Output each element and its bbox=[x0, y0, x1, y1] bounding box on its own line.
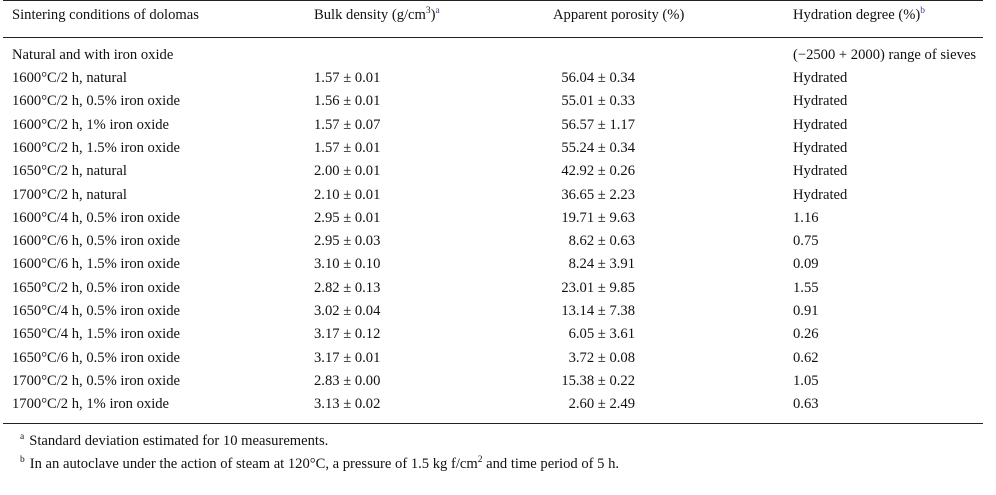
condition-cell: 1700°C/2 h, 1% iron oxide bbox=[12, 396, 170, 413]
hydration-cell: 0.75 bbox=[793, 233, 819, 250]
table-top-rule bbox=[3, 0, 983, 1]
porosity-cell: 56.04 ± 0.34 bbox=[561, 70, 635, 86]
condition-cell: 1650°C/4 h, 0.5% iron oxide bbox=[12, 303, 180, 319]
density-cell: 1.57 ± 0.01 bbox=[314, 70, 381, 86]
footnote-a: a Standard deviation estimated for 10 mea… bbox=[20, 432, 329, 449]
group-hydration-note: (−2500 + 2000) range of sieves bbox=[793, 47, 977, 63]
density-cell: 2.95 ± 0.01 bbox=[314, 209, 381, 226]
porosity-cell: 56.57 ± 1.17 bbox=[561, 116, 635, 133]
table-row: 1600°C/2 h, 1% iron oxide 1.57 ± 0.07 56.5… bbox=[0, 114, 996, 136]
density-cell: 2.00 ± 0.01 bbox=[314, 163, 381, 180]
hydration-cell: Hydrated bbox=[793, 186, 848, 203]
table-row: 1650°C/2 h, 0.5% iron oxide 2.82 ± 0.13 23… bbox=[0, 277, 996, 299]
footnote-b: b In an autoclave under the action of ste… bbox=[20, 455, 620, 472]
group-row: Natural and with iron oxide (−2500 + 200… bbox=[0, 44, 996, 66]
hydration-cell: 1.16 bbox=[793, 209, 819, 226]
density-cell: 1.57 ± 0.01 bbox=[314, 139, 381, 156]
condition-cell: 1600°C/6 h, 1.5% iron oxide bbox=[12, 256, 180, 273]
porosity-cell: 55.24 ± 0.34 bbox=[561, 139, 635, 156]
porosity-cell: 42.92 ± 0.26 bbox=[561, 163, 635, 180]
header-bulk-density: Bulk density (g/cm3)a bbox=[314, 6, 440, 23]
header-hydration-degree: Hydration degree (%)b bbox=[793, 6, 925, 23]
porosity-cell: 6.05 ± 3.61 bbox=[568, 326, 635, 343]
table-row: 1700°C/2 h, 1% iron oxide 3.13 ± 0.02 2.60… bbox=[0, 393, 996, 415]
table-header-rule bbox=[3, 37, 983, 38]
table-row: 1650°C/2 h, natural 2.00 ± 0.01 42.92 ± 0.… bbox=[0, 160, 996, 182]
table-row: 1600°C/2 h, 0.5% iron oxide 1.56 ± 0.01 55… bbox=[0, 90, 996, 112]
density-cell: 1.56 ± 0.01 bbox=[314, 93, 381, 110]
condition-cell: 1650°C/2 h, natural bbox=[12, 163, 127, 180]
density-cell: 3.13 ± 0.02 bbox=[314, 396, 381, 413]
porosity-cell: 2.60 ± 2.49 bbox=[568, 396, 635, 413]
condition-cell: 1600°C/2 h, 1% iron oxide bbox=[12, 116, 170, 133]
condition-cell: 1650°C/6 h, 0.5% iron oxide bbox=[12, 349, 180, 366]
table-row: 1700°C/2 h, 0.5% iron oxide 2.83 ± 0.00 15… bbox=[0, 370, 996, 392]
table-row: 1650°C/4 h, 1.5% iron oxide 3.17 ± 0.12 6.… bbox=[0, 323, 996, 345]
condition-cell: 1600°C/2 h, 0.5% iron oxide bbox=[12, 93, 180, 110]
hydration-cell: 0.63 bbox=[793, 396, 819, 413]
density-cell: 3.17 ± 0.12 bbox=[314, 326, 381, 343]
density-cell: 2.83 ± 0.00 bbox=[314, 372, 381, 389]
table-row: 1650°C/4 h, 0.5% iron oxide 3.02 ± 0.04 13… bbox=[0, 300, 996, 322]
porosity-cell: 3.72 ± 0.08 bbox=[568, 349, 635, 366]
density-cell: 2.82 ± 0.13 bbox=[314, 279, 381, 296]
condition-cell: 1650°C/4 h, 1.5% iron oxide bbox=[12, 326, 180, 343]
group-label: Natural and with iron oxide bbox=[12, 47, 174, 63]
porosity-cell: 19.71 ± 9.63 bbox=[561, 209, 635, 226]
footnote-mark-b: b bbox=[920, 6, 925, 16]
table-row: 1650°C/6 h, 0.5% iron oxide 3.17 ± 0.01 3.… bbox=[0, 347, 996, 369]
hydration-cell: Hydrated bbox=[793, 139, 848, 156]
porosity-cell: 15.38 ± 0.22 bbox=[561, 372, 635, 389]
condition-cell: 1650°C/2 h, 0.5% iron oxide bbox=[12, 279, 180, 296]
table-header-row: Sintering conditions of dolomas Bulk den… bbox=[0, 4, 996, 26]
density-cell: 2.95 ± 0.03 bbox=[314, 233, 381, 250]
density-cell: 2.10 ± 0.01 bbox=[314, 186, 381, 203]
hydration-cell: 1.55 bbox=[793, 279, 819, 296]
table-row: 1600°C/2 h, natural 1.57 ± 0.01 56.04 ± 0.… bbox=[0, 67, 996, 89]
hydration-cell: 0.62 bbox=[793, 349, 819, 366]
density-cell: 3.17 ± 0.01 bbox=[314, 349, 381, 366]
porosity-cell: 8.24 ± 3.91 bbox=[568, 256, 635, 273]
condition-cell: 1700°C/2 h, 0.5% iron oxide bbox=[12, 372, 180, 389]
hydration-cell: 0.09 bbox=[793, 256, 819, 273]
density-cell: 3.10 ± 0.10 bbox=[314, 256, 381, 273]
table-row: 1600°C/6 h, 1.5% iron oxide 3.10 ± 0.10 8.… bbox=[0, 253, 996, 275]
table-bottom-rule bbox=[3, 423, 983, 424]
porosity-cell: 55.01 ± 0.33 bbox=[561, 93, 635, 110]
condition-cell: 1700°C/2 h, natural bbox=[12, 186, 127, 203]
condition-cell: 1600°C/2 h, natural bbox=[12, 70, 127, 86]
hydration-cell: 1.05 bbox=[793, 372, 819, 389]
porosity-cell: 8.62 ± 0.63 bbox=[568, 233, 635, 250]
hydration-cell: 0.26 bbox=[793, 326, 819, 343]
header-conditions: Sintering conditions of dolomas bbox=[12, 7, 199, 23]
condition-cell: 1600°C/2 h, 1.5% iron oxide bbox=[12, 139, 180, 156]
porosity-cell: 23.01 ± 9.85 bbox=[561, 279, 635, 296]
condition-cell: 1600°C/6 h, 0.5% iron oxide bbox=[12, 233, 180, 250]
hydration-cell: Hydrated bbox=[793, 163, 848, 180]
table-row: 1600°C/4 h, 0.5% iron oxide 2.95 ± 0.01 19… bbox=[0, 207, 996, 229]
density-cell: 3.02 ± 0.04 bbox=[314, 303, 381, 319]
porosity-cell: 36.65 ± 2.23 bbox=[561, 186, 635, 203]
density-cell: 1.57 ± 0.07 bbox=[314, 116, 381, 133]
table-row: 1700°C/2 h, natural 2.10 ± 0.01 36.65 ± 2.… bbox=[0, 184, 996, 206]
footnote-mark-a: a bbox=[435, 6, 440, 16]
hydration-cell: Hydrated bbox=[793, 70, 848, 86]
porosity-cell: 13.14 ± 7.38 bbox=[561, 303, 635, 319]
hydration-cell: Hydrated bbox=[793, 116, 848, 133]
hydration-cell: 0.91 bbox=[793, 303, 819, 319]
header-apparent-porosity: Apparent porosity (%) bbox=[553, 7, 685, 23]
hydration-cell: Hydrated bbox=[793, 93, 848, 110]
table-row: 1600°C/2 h, 1.5% iron oxide 1.57 ± 0.01 55… bbox=[0, 137, 996, 159]
condition-cell: 1600°C/4 h, 0.5% iron oxide bbox=[12, 209, 180, 226]
table-row: 1600°C/6 h, 0.5% iron oxide 2.95 ± 0.03 8.… bbox=[0, 230, 996, 252]
